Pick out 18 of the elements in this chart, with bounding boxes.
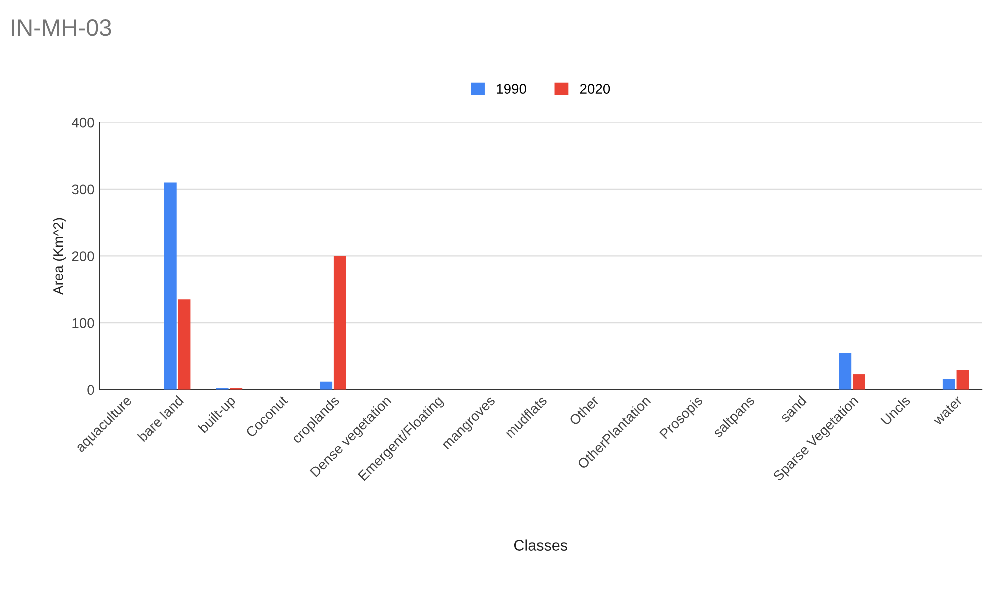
bar [852, 374, 866, 390]
bar [334, 256, 346, 390]
y-tick-label: 100 [72, 318, 94, 328]
bar [839, 353, 852, 390]
y-tick-label: 300 [72, 184, 94, 195]
chart-title: IN-MH-03 [12, 20, 112, 36]
bar [320, 382, 333, 390]
bar [956, 370, 970, 390]
y-tick-label: 400 [72, 118, 94, 128]
legend-label: 2020 [580, 84, 610, 94]
y-tick-label: 200 [72, 252, 94, 262]
y-axis-title: Area (Km^2) [53, 218, 66, 295]
bar [178, 300, 191, 390]
bar [942, 379, 956, 390]
bar [164, 182, 177, 390]
legend-label: 1990 [497, 84, 526, 94]
x-axis-title: Classes [514, 540, 568, 551]
y-tick-label: 0 [88, 385, 94, 396]
